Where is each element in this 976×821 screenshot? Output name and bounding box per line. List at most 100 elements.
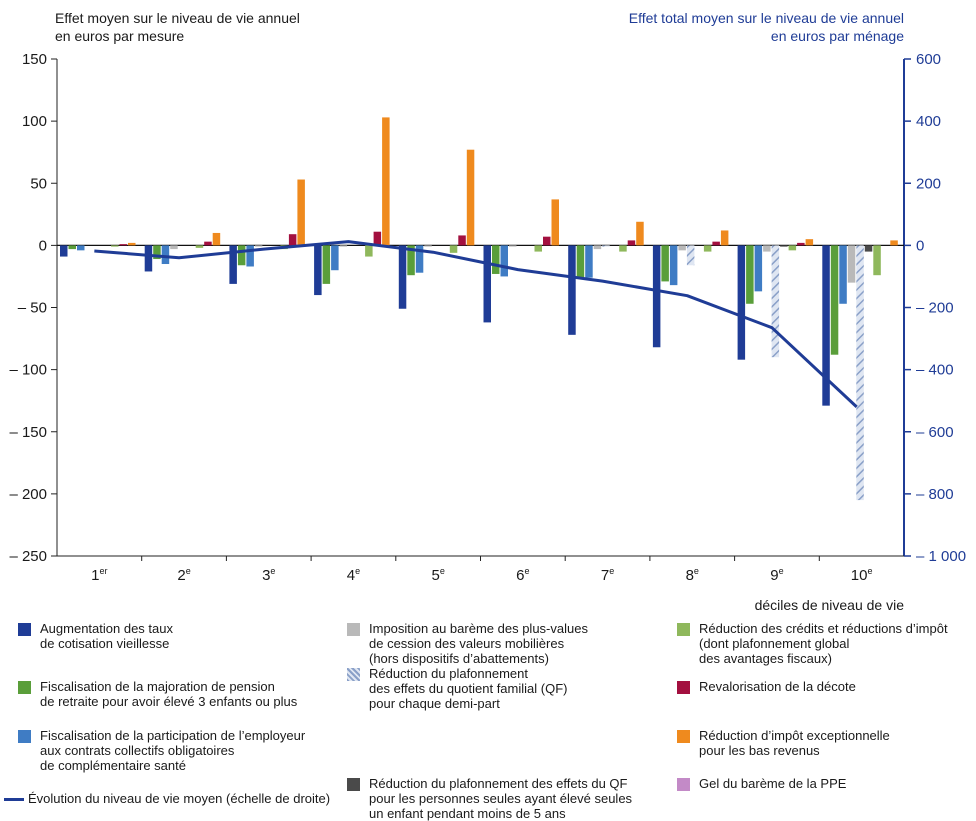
bar	[119, 244, 127, 246]
bar	[212, 232, 221, 246]
bar	[144, 245, 153, 272]
left-tick-label: – 250	[9, 548, 47, 565]
bar	[686, 245, 695, 266]
bar	[161, 245, 170, 265]
bar	[593, 245, 602, 250]
legend-line-label: Évolution du niveau de vie moyen (échell…	[28, 791, 331, 806]
left-tick-label: – 150	[9, 424, 47, 441]
bar	[254, 245, 263, 247]
bar	[890, 240, 898, 246]
category-label: 4e	[347, 566, 360, 584]
right-tick-label: – 600	[916, 424, 954, 441]
category-label: 6e	[516, 566, 529, 584]
bar	[398, 245, 407, 309]
bar	[551, 199, 559, 246]
niveau-de-vie-line	[94, 240, 858, 408]
legend-label: Imposition au barème des plus-values de …	[369, 621, 588, 666]
left-tick-label: – 50	[18, 300, 47, 317]
bar	[331, 245, 339, 271]
legend-label: Fiscalisation de la participation de l’e…	[40, 728, 306, 773]
left-tick-label: 0	[39, 237, 47, 254]
bar	[627, 240, 636, 246]
bar	[500, 245, 508, 277]
bar	[534, 245, 542, 252]
legend-swatch	[18, 730, 31, 743]
bar	[602, 245, 610, 247]
chart-canvas: 150 100 50 0 – 50 – 100 – 150 – 200 – 250 600 400 2…	[9, 51, 966, 584]
bar	[204, 241, 212, 246]
bar	[746, 245, 754, 304]
bar	[619, 245, 627, 252]
bar	[737, 245, 746, 360]
bar	[797, 242, 805, 246]
bar	[873, 245, 881, 276]
bar	[246, 245, 254, 267]
legend-label: Gel du barème de la PPE	[699, 776, 847, 791]
right-axis-title-line1: Effet total moyen sur le niveau de vie a…	[628, 10, 904, 26]
bar	[669, 245, 678, 286]
legend-label: Réduction d’impôt exceptionnelle pour le…	[699, 728, 890, 758]
bar	[678, 245, 686, 251]
bar	[111, 245, 119, 247]
left-tick-label: 100	[22, 113, 47, 130]
bar	[492, 245, 500, 274]
legend-swatch	[347, 668, 360, 681]
bar	[407, 245, 415, 276]
bar	[636, 221, 644, 246]
bar	[712, 241, 720, 246]
legend-label: Augmentation des taux de cotisation viei…	[40, 621, 173, 651]
bar	[77, 245, 85, 251]
right-axis-title: Effet total moyen sur le niveau de vie a…	[629, 9, 904, 45]
bar	[68, 245, 76, 250]
category-label: 9e	[770, 566, 783, 584]
bar	[543, 236, 551, 246]
right-tick-label: – 400	[916, 362, 954, 379]
bar	[237, 245, 246, 266]
bar	[415, 245, 424, 273]
right-tick-label: 600	[916, 51, 941, 68]
legend-swatch	[677, 623, 690, 636]
left-tick-label: – 200	[9, 486, 47, 503]
bar	[153, 245, 161, 260]
bar	[568, 245, 576, 335]
right-tick-label: 0	[916, 237, 924, 254]
bar	[424, 245, 432, 247]
left-axis-title: Effet moyen sur le niveau de vie annuel …	[55, 9, 300, 45]
bar	[805, 239, 814, 246]
bar	[466, 149, 475, 246]
legend-swatch	[677, 681, 690, 694]
bar	[128, 242, 136, 246]
legend-swatch	[677, 730, 690, 743]
right-axis-title-line2: en euros par ménage	[770, 28, 904, 44]
bar	[661, 245, 669, 282]
legend-swatch	[18, 623, 31, 636]
legend-swatch	[347, 778, 360, 791]
bar	[754, 245, 763, 292]
category-label: 1er	[91, 566, 107, 584]
bar	[576, 245, 585, 278]
legend-label: Réduction des crédits et réductions d’im…	[699, 621, 948, 666]
legend-label: Fiscalisation de la majoration de pensio…	[40, 679, 298, 709]
bar	[373, 231, 382, 246]
bar	[703, 245, 712, 252]
bar	[585, 245, 593, 278]
legend-label: Réduction du plafonnement des effets du …	[369, 666, 568, 711]
left-tick-label: 50	[30, 175, 47, 192]
bar	[483, 245, 491, 323]
bar	[652, 245, 661, 348]
category-label: 7e	[601, 566, 614, 584]
category-label: 3e	[262, 566, 275, 584]
bar	[382, 117, 390, 246]
bar	[170, 245, 178, 250]
legend-label: Réduction du plafonnement des effets du …	[369, 776, 633, 821]
right-tick-label: 400	[916, 113, 941, 130]
category-label: 10e	[851, 566, 873, 584]
bar	[720, 230, 729, 246]
bar	[771, 245, 780, 358]
category-label: 2e	[177, 566, 190, 584]
x-axis-label: déciles de niveau de vie	[754, 597, 904, 613]
bar	[322, 245, 331, 284]
left-axis-title-line2: en euros par mesure	[55, 28, 185, 44]
right-tick-label: – 1 000	[916, 548, 966, 565]
legend-swatch	[677, 778, 690, 791]
